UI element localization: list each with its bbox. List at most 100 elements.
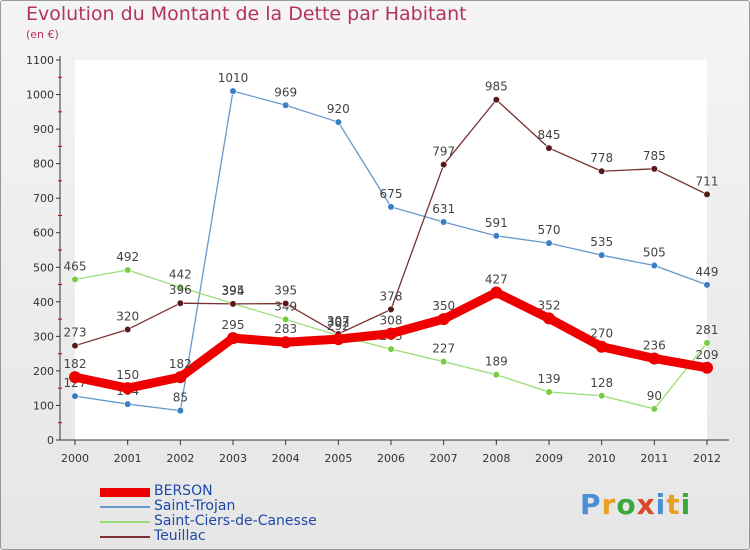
data-label-teuillac: 320 <box>116 309 139 323</box>
data-label-berson: 150 <box>116 368 139 382</box>
data-point-saint-trojan <box>440 218 448 226</box>
data-point-saint-ciers-de-canesse <box>545 388 553 396</box>
data-point-saint-ciers-de-canesse <box>650 405 658 413</box>
data-point-teuillac <box>650 165 658 173</box>
data-point-saint-ciers-de-canesse <box>282 315 290 324</box>
logo-letter: P <box>580 488 602 521</box>
data-point-saint-ciers-de-canesse <box>176 283 184 291</box>
data-label-teuillac: 395 <box>274 284 297 298</box>
data-point-saint-trojan <box>387 203 395 211</box>
y-tick-label: 0 <box>47 434 54 447</box>
data-label-berson: 209 <box>696 348 719 362</box>
data-label-teuillac: 985 <box>485 80 508 94</box>
y-tick-label: 800 <box>33 158 54 171</box>
data-point-teuillac <box>598 167 606 175</box>
logo-letter: r <box>601 488 617 521</box>
data-label-saint-trojan: 591 <box>485 216 508 230</box>
data-label-berson: 352 <box>538 298 561 312</box>
data-point-teuillac <box>282 299 290 308</box>
data-label-teuillac: 307 <box>327 314 350 328</box>
y-tick-label: 500 <box>33 261 54 274</box>
logo-letter: i <box>680 488 692 521</box>
x-tick-label: 2005 <box>324 452 352 465</box>
data-point-saint-ciers-de-canesse <box>387 345 395 353</box>
x-tick-label: 2000 <box>61 452 89 465</box>
data-point-teuillac <box>387 305 395 314</box>
x-tick-label: 2011 <box>640 452 668 465</box>
x-tick-label: 2009 <box>535 452 563 465</box>
y-tick-label: 600 <box>33 227 54 240</box>
logo-letter: t <box>666 488 681 521</box>
data-point-saint-trojan <box>71 392 79 400</box>
data-label-saint-trojan: 675 <box>380 187 403 201</box>
data-label-saint-ciers-de-canesse: 442 <box>169 267 192 281</box>
data-label-saint-trojan: 535 <box>590 235 613 249</box>
x-tick-label: 2003 <box>219 452 247 465</box>
data-label-saint-ciers-de-canesse: 90 <box>647 389 662 403</box>
logo-letter: o <box>616 488 637 521</box>
data-label-berson: 350 <box>432 299 455 313</box>
data-point-saint-trojan <box>124 400 132 408</box>
legend-swatch <box>100 506 150 508</box>
data-point-saint-trojan <box>703 281 711 289</box>
legend-swatch <box>100 487 150 497</box>
data-label-saint-trojan: 570 <box>538 223 561 237</box>
data-label-berson: 427 <box>485 272 508 286</box>
data-point-saint-trojan <box>492 232 500 240</box>
data-point-berson <box>121 382 134 395</box>
legend-swatch <box>100 536 150 538</box>
data-point-saint-ciers-de-canesse <box>598 392 606 400</box>
data-point-saint-trojan <box>545 239 553 247</box>
y-tick-label: 1100 <box>26 54 54 67</box>
data-label-saint-trojan: 631 <box>432 202 455 216</box>
y-tick-label: 700 <box>33 192 54 205</box>
data-label-saint-trojan: 920 <box>327 102 350 116</box>
data-point-saint-trojan <box>598 251 606 259</box>
data-point-teuillac <box>440 161 448 169</box>
x-tick-label: 2001 <box>114 452 142 465</box>
data-label-berson: 270 <box>590 327 613 341</box>
y-tick-label: 900 <box>33 123 54 136</box>
data-label-berson: 236 <box>643 338 666 352</box>
data-point-berson <box>227 332 239 345</box>
proxiti-logo: Proxiti <box>580 488 691 521</box>
data-label-teuillac: 378 <box>380 289 403 303</box>
y-tick-label: 400 <box>33 296 54 309</box>
data-label-teuillac: 396 <box>169 283 192 297</box>
x-tick-label: 2008 <box>482 452 510 465</box>
data-point-berson <box>437 313 450 326</box>
legend-label: Saint-Ciers-de-Canesse <box>154 513 317 529</box>
x-tick-label: 2010 <box>588 452 616 465</box>
x-tick-label: 2012 <box>693 452 721 465</box>
x-tick-label: 2006 <box>377 452 405 465</box>
data-label-teuillac: 273 <box>64 326 87 340</box>
data-label-saint-trojan: 1010 <box>218 71 249 85</box>
data-point-teuillac <box>124 325 132 334</box>
x-tick-label: 2004 <box>272 452 300 465</box>
data-point-berson <box>701 361 713 374</box>
logo-letter: i <box>655 488 667 521</box>
data-point-teuillac <box>545 144 553 152</box>
data-point-berson <box>490 286 503 299</box>
data-label-saint-ciers-de-canesse: 492 <box>116 250 139 264</box>
data-point-teuillac <box>71 342 79 350</box>
data-label-berson: 182 <box>64 357 87 371</box>
data-label-berson: 182 <box>169 357 192 371</box>
data-point-berson <box>543 312 555 325</box>
data-point-berson <box>595 340 608 353</box>
data-point-saint-ciers-de-canesse <box>492 371 500 379</box>
y-tick-label: 200 <box>33 365 54 378</box>
legend-swatch <box>100 521 150 523</box>
legend-label: BERSON <box>154 483 213 499</box>
chart-subtitle: (en €) <box>26 28 59 41</box>
data-label-teuillac: 778 <box>590 151 613 165</box>
data-label-teuillac: 845 <box>538 128 561 142</box>
data-point-berson <box>332 333 345 346</box>
data-point-teuillac <box>176 299 184 307</box>
data-label-saint-ciers-de-canesse: 227 <box>432 342 455 356</box>
data-point-saint-ciers-de-canesse <box>703 339 711 347</box>
data-label-teuillac: 394 <box>222 284 245 298</box>
data-point-teuillac <box>492 96 500 104</box>
data-point-berson <box>279 336 292 349</box>
y-tick-label: 100 <box>33 399 54 412</box>
